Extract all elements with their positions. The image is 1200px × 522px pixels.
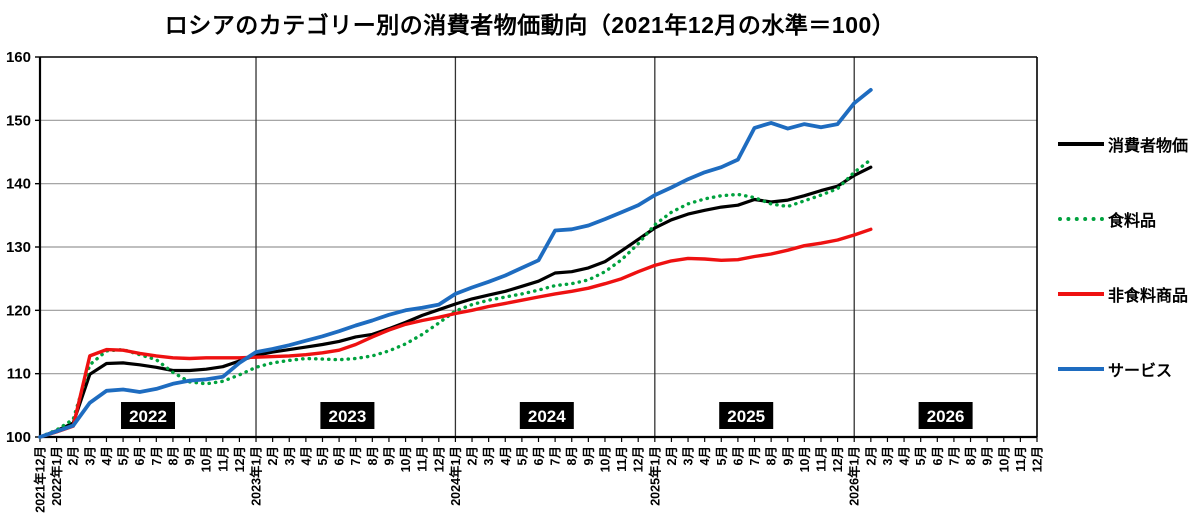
svg-text:8月: 8月 [964,446,978,465]
legend-label-cpi: 消費者物価 [1108,138,1189,155]
svg-text:11月: 11月 [1014,446,1028,472]
svg-text:9月: 9月 [183,446,197,465]
svg-text:120: 120 [6,302,31,319]
gridlines [40,119,1037,375]
svg-text:2026年1月: 2026年1月 [847,446,862,506]
svg-text:2022: 2022 [129,407,167,426]
svg-text:8月: 8月 [765,446,779,465]
svg-text:12月: 12月 [632,446,646,472]
svg-text:6月: 6月 [133,446,147,465]
svg-text:12月: 12月 [831,446,845,472]
svg-text:2024: 2024 [528,407,566,426]
legend-line-sample-services [1058,367,1104,371]
svg-text:7月: 7月 [748,446,762,465]
svg-text:6月: 6月 [532,446,546,465]
svg-text:4月: 4月 [698,446,712,465]
svg-text:10月: 10月 [598,446,612,472]
svg-text:2月: 2月 [864,446,878,465]
svg-text:11月: 11月 [814,446,828,472]
svg-text:2月: 2月 [466,446,480,465]
year-separators [255,57,855,437]
svg-text:2025: 2025 [727,407,765,426]
legend-line-sample-cpi [1058,142,1104,146]
legend-label-food: 食料品 [1108,213,1157,230]
svg-text:5月: 5月 [515,446,529,465]
svg-text:2021年12月: 2021年12月 [33,446,48,513]
svg-text:4月: 4月 [898,446,912,465]
svg-text:2月: 2月 [67,446,81,465]
svg-text:10月: 10月 [997,446,1011,472]
svg-text:2月: 2月 [665,446,679,465]
svg-text:5月: 5月 [914,446,928,465]
svg-text:7月: 7月 [549,446,563,465]
svg-text:11月: 11月 [615,446,629,472]
series-nonfood [38,227,873,439]
svg-text:10月: 10月 [798,446,812,472]
svg-text:4月: 4月 [299,446,313,465]
svg-text:150: 150 [6,112,31,129]
svg-text:9月: 9月 [382,446,396,465]
svg-text:10月: 10月 [200,446,214,472]
svg-text:110: 110 [7,366,31,383]
svg-text:12月: 12月 [233,446,247,472]
svg-text:3月: 3月 [482,446,496,465]
svg-text:7月: 7月 [349,446,363,465]
svg-text:5月: 5月 [117,446,131,465]
svg-text:3月: 3月 [682,446,696,465]
svg-text:3月: 3月 [283,446,297,465]
legend-item-services: サービス [1058,357,1188,381]
year-badges: 2022 2023 2024 2025 2026 [121,402,973,429]
svg-text:2022年1月: 2022年1月 [49,446,64,506]
series-services [38,88,873,439]
svg-text:9月: 9月 [981,446,995,465]
svg-text:2026: 2026 [927,407,965,426]
svg-text:2023年1月: 2023年1月 [249,446,264,506]
x-axis-labels: 2021年12月 2022年1月 2月 3月 4月 5月 6月 7月 8月 9月 10月 11月 12月… [33,437,1045,513]
legend-item-nonfood: 非食料商品 [1058,282,1188,306]
svg-text:2024年1月: 2024年1月 [448,446,463,506]
chart-legend: 消費者物価 食料品 非食料商品 サービス [1058,132,1188,381]
svg-text:2023: 2023 [328,407,366,426]
svg-text:7月: 7月 [150,446,164,465]
svg-text:11月: 11月 [416,446,430,472]
svg-text:8月: 8月 [565,446,579,465]
series-cpi [38,165,873,439]
svg-text:9月: 9月 [582,446,596,465]
svg-text:2025年1月: 2025年1月 [647,446,662,506]
svg-text:140: 140 [6,176,31,193]
svg-text:9月: 9月 [781,446,795,465]
svg-text:7月: 7月 [947,446,961,465]
svg-text:11月: 11月 [216,446,230,472]
svg-text:2月: 2月 [266,446,280,465]
svg-text:10月: 10月 [399,446,413,472]
y-axis-labels: 100 110 120 130 140 150 160 [6,49,40,446]
legend-item-food: 食料品 [1058,207,1188,231]
svg-text:12月: 12月 [1031,446,1045,472]
legend-label-nonfood: 非食料商品 [1108,288,1189,305]
svg-text:5月: 5月 [715,446,729,465]
chart-title: ロシアのカテゴリー別の消費者物価動向（2021年12月の水準＝100） [164,12,896,38]
svg-text:130: 130 [6,239,31,256]
svg-text:8月: 8月 [366,446,380,465]
svg-text:4月: 4月 [499,446,513,465]
legend-item-cpi: 消費者物価 [1058,132,1188,156]
svg-text:4月: 4月 [100,446,114,465]
svg-text:100: 100 [6,429,31,446]
svg-text:12月: 12月 [432,446,446,472]
svg-text:8月: 8月 [166,446,180,465]
svg-text:3月: 3月 [881,446,895,465]
svg-text:160: 160 [6,49,31,66]
legend-line-sample-food [1058,217,1104,221]
svg-text:3月: 3月 [83,446,97,465]
legend-label-services: サービス [1108,363,1173,380]
legend-line-sample-nonfood [1058,292,1104,296]
series-food [38,157,873,439]
svg-text:6月: 6月 [333,446,347,465]
svg-text:6月: 6月 [931,446,945,465]
svg-text:5月: 5月 [316,446,330,465]
svg-text:6月: 6月 [731,446,745,465]
